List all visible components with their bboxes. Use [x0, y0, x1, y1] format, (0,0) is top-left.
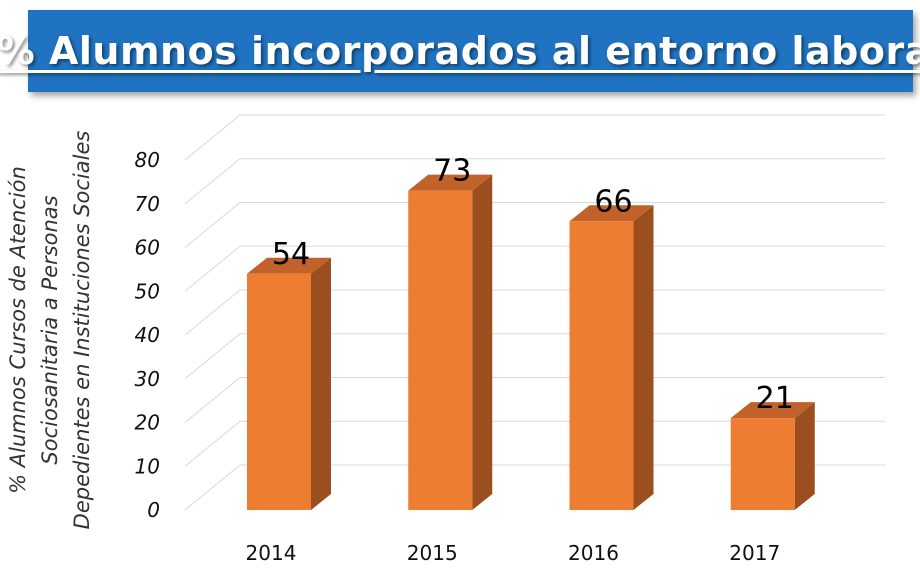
x-category-label: 2016	[568, 541, 619, 565]
bar-side	[472, 174, 493, 510]
bar-top	[730, 402, 815, 419]
gridline	[184, 245, 885, 292]
data-label: 66	[594, 184, 632, 219]
data-label: 21	[756, 381, 794, 416]
gridline	[184, 202, 885, 248]
data-label: 73	[433, 154, 471, 189]
bars: 54 73 66 21	[247, 154, 815, 510]
bar-2017: 21	[730, 381, 815, 510]
y-tick-label: 50	[135, 279, 160, 303]
bar-top	[569, 205, 654, 222]
gridlines	[184, 114, 885, 511]
y-tick-label: 40	[135, 323, 160, 347]
x-axis-categories: 2014 2015 2016 2017	[246, 541, 781, 565]
bar-2016: 66	[569, 184, 654, 510]
x-category-label: 2014	[246, 541, 297, 565]
gridline	[184, 114, 885, 161]
bar-2015: 73	[408, 154, 493, 510]
bar-front	[247, 273, 311, 510]
title-banner: % Alumnos incorporados al entorno labora…	[0, 10, 920, 92]
bar-front	[408, 190, 473, 510]
y-tick-label: 80	[135, 148, 160, 172]
y-axis-title-line: Depedientes en Instituciones Sociales	[70, 131, 94, 530]
y-axis-title-line: Sociosanitaria a Personas	[38, 195, 62, 464]
chart-title: % Alumnos incorporados al entorno labora…	[0, 29, 920, 73]
x-category-label: 2017	[729, 541, 780, 565]
y-tick-label: 70	[135, 192, 160, 216]
bar-top	[408, 174, 493, 191]
bar-side	[794, 402, 815, 510]
y-tick-label: 10	[135, 454, 160, 478]
gridline	[184, 289, 885, 336]
y-tick-label: 0	[147, 498, 160, 522]
x-category-label: 2015	[407, 541, 458, 565]
gridline	[184, 464, 885, 511]
gridline	[184, 377, 885, 423]
bar-front	[569, 221, 634, 510]
y-axis-title-line: % Alumnos Cursos de Atención	[6, 166, 30, 494]
bar-top	[247, 257, 331, 274]
y-axis-ticks: 0 10 20 30 40 50 60 70 80	[135, 148, 160, 522]
y-tick-label: 20	[135, 411, 160, 435]
data-label: 54	[272, 237, 310, 272]
gridline	[184, 333, 885, 380]
y-axis-title: % Alumnos Cursos de Atención Sociosanitar…	[6, 131, 94, 530]
bar-side	[633, 205, 654, 510]
bar-2014: 54	[247, 237, 331, 510]
y-tick-label: 60	[135, 236, 160, 260]
gridline	[184, 420, 885, 467]
y-tick-label: 30	[135, 367, 160, 391]
bar-front	[730, 418, 795, 510]
gridline	[184, 158, 885, 205]
bar-side	[311, 257, 331, 510]
